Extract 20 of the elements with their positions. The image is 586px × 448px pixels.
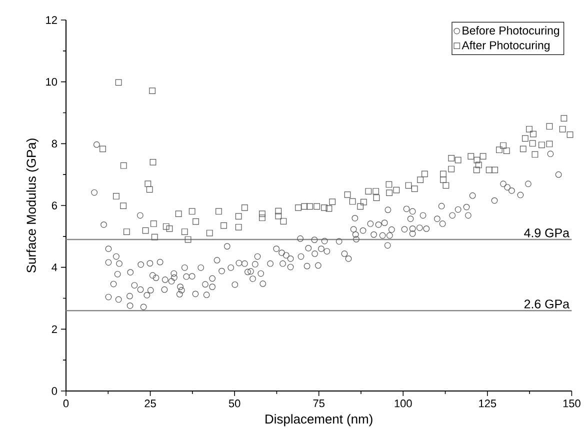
x-axis-title: Displacement (nm) — [266, 414, 372, 426]
x-tick-label: 150 — [563, 400, 580, 408]
y-tick-label: 10 — [46, 78, 58, 86]
x-tick-label: 75 — [313, 400, 324, 408]
y-tick-label: 12 — [46, 16, 57, 24]
ref-line-label: 2.6 GPa — [524, 300, 570, 308]
y-tick-label: 2 — [52, 325, 57, 333]
legend-label: Before Photocuring — [462, 26, 560, 37]
y-tick-label: 8 — [52, 140, 57, 148]
x-tick-label: 25 — [144, 400, 156, 408]
x-tick-label: 125 — [479, 400, 496, 408]
legend-label: After Photocuring — [462, 40, 550, 52]
y-tick-label: 4 — [52, 264, 58, 272]
y-tick-label: 6 — [52, 202, 57, 210]
x-tick-label: 100 — [394, 400, 412, 408]
y-tick-label: 0 — [52, 387, 58, 395]
x-tick-label: 0 — [63, 400, 69, 408]
x-tick-label: 50 — [228, 400, 240, 408]
ref-line-label: 4.9 GPa — [524, 228, 570, 238]
y-axis-title: Surface Modulus (GPa) — [26, 138, 38, 273]
